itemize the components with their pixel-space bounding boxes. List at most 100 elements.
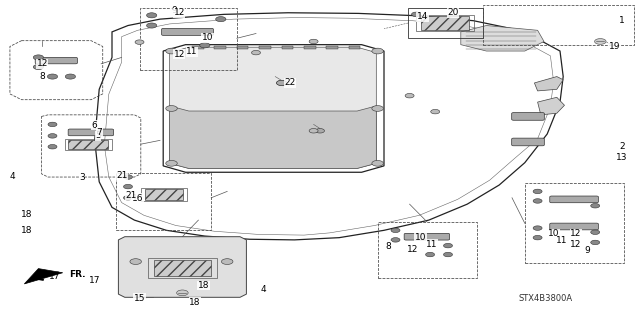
Text: 21: 21 xyxy=(125,191,137,200)
Bar xyxy=(408,8,483,38)
Text: 6: 6 xyxy=(92,121,97,130)
Circle shape xyxy=(65,74,76,79)
Circle shape xyxy=(147,23,157,28)
Text: 12: 12 xyxy=(173,50,185,59)
Text: 8: 8 xyxy=(386,242,391,251)
Text: FR.: FR. xyxy=(69,270,86,279)
Text: 9: 9 xyxy=(172,6,177,15)
Circle shape xyxy=(200,43,210,48)
Text: 3: 3 xyxy=(79,173,84,182)
Bar xyxy=(349,46,360,49)
Bar xyxy=(154,260,211,276)
Text: 18: 18 xyxy=(21,210,33,219)
Circle shape xyxy=(216,17,226,22)
Circle shape xyxy=(533,189,542,194)
FancyBboxPatch shape xyxy=(512,113,545,120)
Bar xyxy=(148,258,217,278)
Text: 21: 21 xyxy=(116,171,127,180)
Circle shape xyxy=(372,160,383,166)
Circle shape xyxy=(405,93,414,98)
Bar xyxy=(326,46,338,49)
Circle shape xyxy=(412,12,420,17)
Text: 18: 18 xyxy=(21,226,33,235)
Polygon shape xyxy=(24,269,63,284)
Circle shape xyxy=(177,290,188,296)
Text: 18: 18 xyxy=(189,298,201,307)
Circle shape xyxy=(309,39,318,44)
Text: 13: 13 xyxy=(616,153,628,162)
Circle shape xyxy=(309,129,318,133)
Text: 5: 5 xyxy=(95,131,100,140)
Circle shape xyxy=(591,230,600,234)
Circle shape xyxy=(124,184,132,189)
Text: 12: 12 xyxy=(36,59,48,68)
Circle shape xyxy=(166,106,177,111)
Bar xyxy=(116,173,211,230)
Text: 11: 11 xyxy=(556,236,568,245)
Text: 17: 17 xyxy=(89,276,100,285)
Circle shape xyxy=(533,199,542,203)
Circle shape xyxy=(221,259,233,264)
Text: 18: 18 xyxy=(198,281,209,290)
Circle shape xyxy=(276,80,287,85)
Circle shape xyxy=(431,109,440,114)
Text: 7: 7 xyxy=(97,128,102,137)
Circle shape xyxy=(595,39,606,44)
Text: 2: 2 xyxy=(620,142,625,151)
Text: 1: 1 xyxy=(620,16,625,25)
Circle shape xyxy=(124,175,132,179)
Circle shape xyxy=(391,228,400,233)
Bar xyxy=(192,46,204,49)
Circle shape xyxy=(316,129,324,133)
Text: 4: 4 xyxy=(10,172,15,181)
Bar xyxy=(259,46,271,49)
Text: 12: 12 xyxy=(173,8,185,17)
FancyBboxPatch shape xyxy=(404,234,450,240)
FancyBboxPatch shape xyxy=(161,28,214,35)
Bar xyxy=(141,189,187,201)
Text: 12: 12 xyxy=(406,245,418,254)
Bar xyxy=(68,140,108,149)
Bar xyxy=(416,15,474,31)
Text: 10: 10 xyxy=(548,229,559,238)
Circle shape xyxy=(252,50,260,55)
Circle shape xyxy=(533,235,542,240)
Bar xyxy=(378,222,477,278)
Text: 11: 11 xyxy=(426,240,438,249)
Bar xyxy=(525,183,624,263)
Circle shape xyxy=(166,48,177,54)
Circle shape xyxy=(372,48,383,54)
Polygon shape xyxy=(170,47,376,168)
Bar xyxy=(421,16,468,30)
Text: 14: 14 xyxy=(417,12,428,21)
Text: 4: 4 xyxy=(261,285,266,294)
Bar xyxy=(145,189,183,200)
Circle shape xyxy=(391,238,400,242)
Bar xyxy=(282,46,293,49)
Text: 12: 12 xyxy=(570,229,582,238)
Polygon shape xyxy=(118,237,246,297)
Polygon shape xyxy=(461,26,544,51)
Circle shape xyxy=(426,252,435,257)
FancyBboxPatch shape xyxy=(512,138,545,146)
Bar xyxy=(304,46,316,49)
Circle shape xyxy=(591,204,600,208)
Circle shape xyxy=(48,145,57,149)
Circle shape xyxy=(48,134,57,138)
Text: 20: 20 xyxy=(447,8,459,17)
Bar xyxy=(483,5,634,45)
Text: STX4B3800A: STX4B3800A xyxy=(518,294,573,303)
Text: 8: 8 xyxy=(40,72,45,81)
Circle shape xyxy=(47,74,58,79)
Text: 16: 16 xyxy=(132,194,143,203)
Bar xyxy=(237,46,248,49)
Circle shape xyxy=(33,64,44,70)
Text: 10: 10 xyxy=(202,33,213,42)
Circle shape xyxy=(147,13,157,18)
Circle shape xyxy=(135,40,144,44)
FancyBboxPatch shape xyxy=(35,57,77,64)
Circle shape xyxy=(372,106,383,111)
Text: 22: 22 xyxy=(284,78,296,87)
Circle shape xyxy=(533,226,542,230)
Circle shape xyxy=(124,196,132,200)
